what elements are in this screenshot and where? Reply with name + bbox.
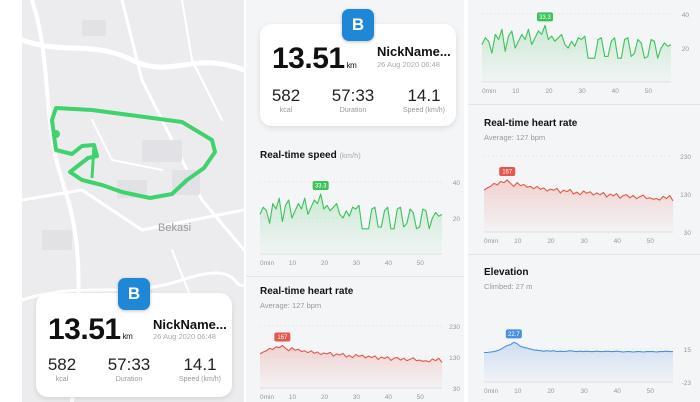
heart-rate-chart[interactable]: 230 130 30 0min 10 20 30 40 50 167 xyxy=(256,316,464,402)
stats-panel-middle: 13.51 km NickName... 26 Aug 2020 06:48 58… xyxy=(246,0,464,402)
x-tick-label: 40 xyxy=(614,388,622,395)
distance-value: 13.51 km xyxy=(272,42,357,75)
y-tick-label: 230 xyxy=(680,154,691,161)
elevation-climbed: Climbed: 27 m xyxy=(484,282,533,291)
series-area xyxy=(484,179,673,232)
x-tick-label: 30 xyxy=(353,260,361,267)
peak-label: 167 xyxy=(502,169,513,175)
peak-marker xyxy=(505,329,522,339)
x-tick-label: 30 xyxy=(578,88,586,95)
stat-speed: 14.1 Speed (km/h) xyxy=(178,355,222,383)
x-tick-label: 50 xyxy=(645,88,653,95)
speed-chart-continued[interactable]: 40 20 0min 10 20 30 40 50 33.3 xyxy=(478,0,693,96)
y-tick-label: 130 xyxy=(680,192,691,199)
series-area xyxy=(260,345,442,388)
x-tick-label: 50 xyxy=(647,238,655,245)
workout-date: 26 Aug 2020 06:48 xyxy=(377,60,440,69)
x-tick-label: 40 xyxy=(614,238,622,245)
series-line xyxy=(259,193,443,230)
x-tick-label: 0min xyxy=(484,388,498,395)
peak-marker xyxy=(499,166,516,176)
peak-label: 33.3 xyxy=(315,184,327,190)
heart-rate-average: Average: 127 bpm xyxy=(484,133,546,142)
x-tick-label: 0min xyxy=(260,394,274,401)
series-line xyxy=(259,344,443,363)
peak-marker xyxy=(274,332,291,342)
username: NickName... xyxy=(377,44,451,59)
heart-rate-title: Real-time heart rate xyxy=(484,118,578,129)
y-tick-label: 30 xyxy=(453,386,461,393)
x-tick-label: 10 xyxy=(512,88,520,95)
workout-summary-card[interactable]: 13.51 km NickName... 26 Aug 2020 06:48 58… xyxy=(36,293,232,397)
heart-rate-chart[interactable]: 230 130 30 0min 10 20 30 40 50 167 xyxy=(480,146,695,246)
series-area xyxy=(482,25,671,82)
x-tick-label: 10 xyxy=(514,238,522,245)
map-place-label: Bekasi xyxy=(158,222,192,234)
series-line xyxy=(483,179,674,202)
username: NickName... xyxy=(153,317,227,332)
y-tick-label: 40 xyxy=(682,12,690,19)
x-tick-label: 20 xyxy=(547,238,555,245)
y-tick-label: 20 xyxy=(682,46,690,53)
x-tick-label: 40 xyxy=(385,260,393,267)
x-tick-label: 0min xyxy=(260,260,274,267)
x-tick-label: 20 xyxy=(321,394,329,401)
peak-label: 22.7 xyxy=(508,332,520,338)
x-tick-label: 0min xyxy=(484,238,498,245)
peak-label: 33.3 xyxy=(539,15,551,21)
x-tick-label: 40 xyxy=(385,394,393,401)
series-area xyxy=(484,342,673,382)
series-line xyxy=(481,24,672,59)
x-tick-label: 10 xyxy=(289,260,297,267)
brand-badge-icon: B xyxy=(118,278,150,310)
route-start-marker xyxy=(52,130,60,138)
peak-marker xyxy=(537,12,553,22)
route-line xyxy=(50,106,217,200)
y-tick-label: 230 xyxy=(449,324,460,331)
y-tick-label: 130 xyxy=(449,355,460,362)
peak-label: 167 xyxy=(277,335,288,341)
stat-kcal: 582 kcal xyxy=(47,355,77,383)
x-tick-label: 30 xyxy=(580,238,588,245)
x-tick-label: 10 xyxy=(289,394,297,401)
speed-chart-title: Real-time speed (km/h) xyxy=(260,150,361,161)
peak-marker xyxy=(312,181,329,191)
x-tick-label: 40 xyxy=(612,88,620,95)
x-tick-label: 50 xyxy=(417,394,425,401)
heart-rate-average: Average: 127 bpm xyxy=(260,301,322,310)
elevation-title: Elevation xyxy=(484,267,529,278)
x-tick-label: 50 xyxy=(647,388,655,395)
y-tick-label: 40 xyxy=(453,180,461,187)
y-tick-label: 15 xyxy=(684,347,692,354)
workout-summary-card[interactable]: 13.51 km NickName... 26 Aug 2020 06:48 58… xyxy=(260,24,456,126)
distance-value: 13.51 km xyxy=(48,313,133,346)
speed-chart[interactable]: 40 20 0min 10 20 30 40 50 33.3 xyxy=(256,168,464,268)
x-tick-label: 10 xyxy=(514,388,522,395)
y-tick-label: -23 xyxy=(682,380,692,387)
stat-speed: 14.1 Speed (km/h) xyxy=(402,86,446,114)
stat-kcal: 582 kcal xyxy=(271,86,301,114)
stat-duration: 57:33 Duration xyxy=(331,86,375,114)
stats-panel-right: 40 20 0min 10 20 30 40 50 33.3 Real-time heart r… xyxy=(468,0,700,402)
x-tick-label: 30 xyxy=(353,394,361,401)
elevation-chart[interactable]: 15 -23 0min 10 20 30 40 50 22.7 xyxy=(480,300,695,396)
x-tick-label: 0min xyxy=(482,88,496,95)
x-tick-label: 20 xyxy=(545,88,553,95)
stat-duration: 57:33 Duration xyxy=(107,355,151,383)
map-panel: Bekasi 13.51 km NickName... 26 Aug 2020 0… xyxy=(22,0,244,402)
x-tick-label: 20 xyxy=(547,388,555,395)
y-tick-label: 20 xyxy=(453,216,461,223)
heart-rate-title: Real-time heart rate xyxy=(260,286,354,297)
workout-date: 26 Aug 2020 06:48 xyxy=(153,332,216,341)
x-tick-label: 30 xyxy=(580,388,588,395)
brand-badge-icon: B xyxy=(342,9,374,41)
series-area xyxy=(260,194,442,254)
y-tick-label: 30 xyxy=(684,230,692,237)
x-tick-label: 20 xyxy=(321,260,329,267)
series-line xyxy=(484,341,673,354)
x-tick-label: 50 xyxy=(417,260,425,267)
